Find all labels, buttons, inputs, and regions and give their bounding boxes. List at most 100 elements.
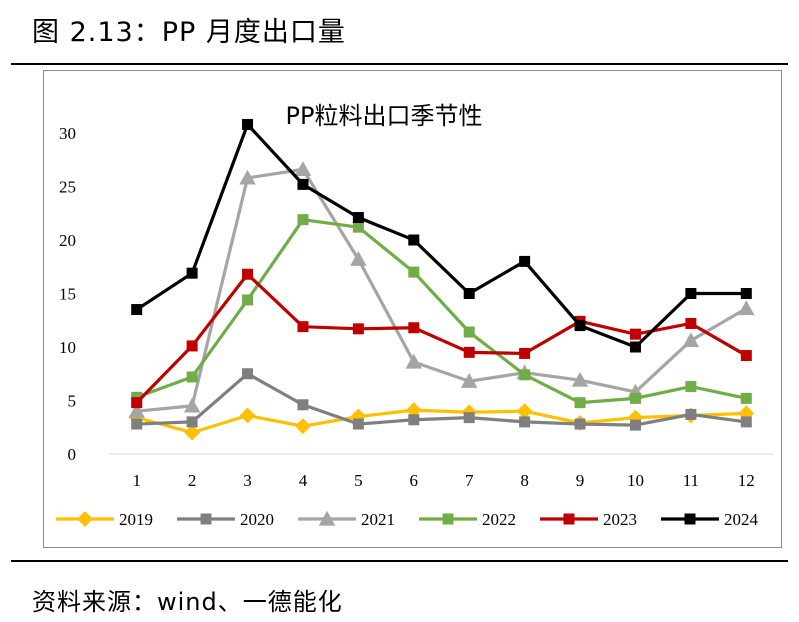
- data-point-2024: [574, 320, 586, 332]
- data-point-2021: [738, 300, 755, 316]
- data-point-2024: [629, 341, 641, 353]
- series-line-2020: [136, 372, 747, 427]
- data-point-2021: [571, 371, 589, 387]
- data-point-2023: [186, 340, 198, 352]
- series-line-2022: [136, 218, 747, 405]
- y-tick-label: 10: [59, 338, 76, 357]
- legend-label-2020: 2020: [240, 510, 274, 529]
- legend-marker-2021: [318, 510, 336, 526]
- y-tick-label: 30: [59, 124, 76, 143]
- series-line-2019: [136, 408, 747, 435]
- data-point-2024: [740, 288, 752, 299]
- legend-label-2019: 2019: [119, 510, 153, 529]
- top-rule: [11, 63, 788, 65]
- series-line-2023: [135, 272, 748, 404]
- data-point-2020: [574, 418, 586, 430]
- data-point-2022: [685, 381, 697, 393]
- data-point-2020: [408, 414, 420, 426]
- data-point-2020: [629, 419, 641, 431]
- x-tick-label: 11: [683, 471, 699, 490]
- data-point-2022: [629, 392, 641, 404]
- data-point-2020: [685, 408, 697, 420]
- y-tick-label: 25: [59, 178, 76, 197]
- data-point-2024: [297, 178, 309, 190]
- y-tick-label: 20: [59, 231, 76, 250]
- x-tick-label: 9: [576, 471, 585, 490]
- legend-label-2024: 2024: [724, 510, 759, 529]
- series-line-2024: [135, 122, 747, 349]
- data-point-2020: [186, 416, 198, 428]
- data-point-2019: [516, 403, 533, 420]
- x-tick-label: 8: [520, 471, 529, 490]
- data-point-2021: [128, 402, 145, 418]
- data-point-2021: [350, 251, 367, 266]
- data-point-2022: [574, 397, 586, 409]
- legend-marker-2020: [200, 513, 212, 525]
- data-point-2020: [297, 399, 309, 411]
- legend-marker-2022: [442, 513, 454, 525]
- legend-marker-2023: [563, 513, 575, 525]
- data-point-2023: [463, 346, 475, 358]
- y-tick-label: 15: [59, 285, 76, 304]
- data-point-2021: [294, 161, 312, 176]
- figure-title: 图 2.13：PP 月度出口量: [32, 17, 346, 48]
- data-point-2023: [685, 317, 697, 329]
- x-tick-label: 10: [627, 471, 644, 490]
- series-line-2021: [136, 167, 748, 413]
- data-point-2019: [295, 418, 311, 435]
- data-point-2024: [519, 255, 531, 267]
- data-point-2024: [408, 234, 420, 246]
- data-point-2023: [352, 323, 364, 335]
- x-tick-label: 4: [299, 471, 308, 490]
- data-point-2020: [352, 418, 364, 430]
- data-point-2023: [519, 347, 531, 359]
- data-point-2019: [350, 408, 367, 425]
- chart-frame: PP粒料出口季节性 0 5 10 15 20 25 30 1 2 3 4 5 6 7 8 9 10 11 12 2019…: [43, 70, 782, 548]
- legend-marker-2024: [684, 513, 696, 525]
- data-point-2022: [408, 266, 420, 278]
- data-point-2020: [131, 418, 143, 430]
- data-point-2023: [242, 268, 254, 280]
- source-note: 资料来源：wind、一德能化: [32, 588, 343, 616]
- data-point-2021: [239, 169, 256, 185]
- data-point-2024: [242, 118, 254, 130]
- x-tick-label: 2: [188, 471, 197, 490]
- data-point-2020: [519, 416, 531, 428]
- x-tick-label: 7: [465, 471, 474, 490]
- chart-title: PP粒料出口季节性: [286, 102, 483, 130]
- data-point-2023: [740, 350, 752, 362]
- data-point-2019: [405, 402, 422, 419]
- data-point-2021: [682, 332, 700, 348]
- data-point-2022: [519, 369, 531, 381]
- legend-label-2023: 2023: [603, 510, 637, 529]
- data-point-2020: [740, 416, 752, 428]
- data-point-2022: [186, 371, 198, 383]
- x-tick-label: 6: [410, 471, 419, 490]
- data-point-2021: [405, 353, 423, 369]
- data-point-2021: [460, 372, 478, 388]
- y-tick-label: 0: [68, 445, 77, 464]
- y-tick-label: 5: [68, 392, 77, 411]
- data-point-2024: [131, 304, 143, 316]
- legend-marker-2019: [77, 511, 93, 527]
- data-point-2021: [183, 397, 201, 413]
- data-point-2024: [352, 212, 364, 224]
- x-tick-label: 12: [738, 471, 755, 490]
- data-point-2023: [629, 328, 641, 340]
- data-point-2022: [297, 214, 309, 226]
- x-tick-label: 3: [243, 471, 252, 490]
- data-point-2022: [352, 221, 364, 233]
- data-point-2024: [186, 267, 198, 279]
- data-point-2019: [239, 407, 256, 424]
- legend-label-2021: 2021: [361, 510, 395, 529]
- data-point-2024: [685, 288, 697, 299]
- data-point-2024: [463, 288, 475, 299]
- data-point-2022: [242, 294, 254, 306]
- data-point-2020: [463, 412, 475, 424]
- data-point-2020: [242, 368, 254, 380]
- data-point-2022: [740, 392, 752, 404]
- data-point-2019: [184, 424, 201, 441]
- data-point-2023: [131, 397, 143, 409]
- data-point-2022: [463, 326, 475, 338]
